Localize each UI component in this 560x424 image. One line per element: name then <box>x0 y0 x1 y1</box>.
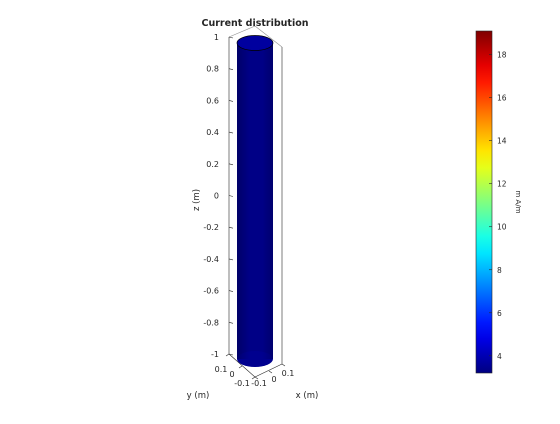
z-tick-label-6: -0.2 <box>203 223 219 232</box>
z-tick-label-7: -0.4 <box>203 255 219 264</box>
colorbar-tick-label-5: 8 <box>497 266 502 275</box>
z-tick-1 <box>228 68 234 70</box>
cylinder-top-cap <box>236 35 274 51</box>
z-tick-2 <box>228 100 234 102</box>
x-tick-label-0: -0.1 <box>251 379 267 388</box>
colorbar-tick-label-0: 18 <box>497 51 507 60</box>
x-tick-label-2: 0.1 <box>282 369 295 378</box>
z-tick-6 <box>228 226 234 229</box>
colorbar-tick-label-1: 16 <box>497 94 507 103</box>
z-axis-ticks: 1 0.8 0.6 0.4 0.2 0 -0.2 -0.4 -0.6 -0.8 -1 <box>203 33 234 359</box>
z-tick-label-1: 0.8 <box>206 65 219 74</box>
chart-title: Current distribution <box>201 18 308 29</box>
colorbar-ticks: 18 16 14 12 10 8 6 4 <box>489 51 507 361</box>
z-tick-label-3: 0.4 <box>206 128 219 137</box>
colorbar: 18 16 14 12 10 8 6 4 m A/m <box>475 30 522 374</box>
z-tick-8 <box>228 290 234 292</box>
colorbar-label: m A/m <box>514 190 522 213</box>
y-tick-label-2: -0.1 <box>234 379 250 388</box>
colorbar-tick-label-7: 4 <box>497 352 502 361</box>
z-tick-label-8: -0.6 <box>203 287 219 296</box>
x-axis-ticks <box>254 363 286 380</box>
cylinder-surface <box>236 35 274 367</box>
z-tick-10 <box>228 353 234 356</box>
colorbar-tick-label-4: 10 <box>497 223 507 232</box>
z-axis-label: z (m) <box>192 189 202 211</box>
z-tick-7 <box>228 258 234 261</box>
y-axis-ticks <box>225 353 256 380</box>
colorbar-fill <box>475 30 493 374</box>
z-tick-4 <box>228 163 234 166</box>
y-tick-label-1: 0 <box>229 370 234 379</box>
x-axis-label: x (m) <box>296 391 319 401</box>
x-tick-label-1: 0 <box>271 375 276 384</box>
z-tick-label-4: 0.2 <box>206 160 219 169</box>
z-tick-label-5: 0 <box>214 192 219 201</box>
z-tick-label-10: -1 <box>211 350 219 359</box>
z-tick-3 <box>228 131 234 134</box>
colorbar-tick-label-6: 6 <box>497 309 502 318</box>
y-tick-label-0: 0.1 <box>215 365 228 374</box>
z-tick-label-2: 0.6 <box>206 96 219 105</box>
z-tick-0 <box>228 36 234 39</box>
z-tick-9 <box>228 322 234 324</box>
colorbar-tick-label-2: 14 <box>497 137 507 146</box>
z-tick-label-0: 1 <box>214 33 219 42</box>
y-axis-label: y (m) <box>187 391 210 401</box>
z-tick-label-9: -0.8 <box>203 318 219 327</box>
z-tick-5 <box>228 195 234 197</box>
colorbar-tick-label-3: 12 <box>497 180 507 189</box>
